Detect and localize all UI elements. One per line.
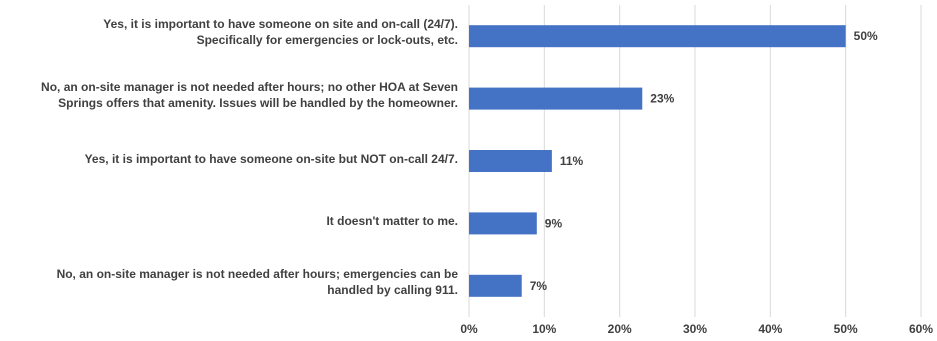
x-tick-label: 40% [758,322,782,336]
category-label-line: It doesn't matter to me. [326,214,458,229]
category-label-line: Yes, it is important to have someone on-… [84,152,458,166]
category-label: No, an on-site manager is not needed aft… [0,266,458,298]
bar [469,25,846,48]
category-label-line: Springs offers that amenity. Issues will… [58,95,458,110]
category-label: It doesn't matter to me. [0,213,458,229]
bar [469,274,522,297]
x-tick-label: 20% [608,322,632,336]
category-label-line: handled by calling 911. [327,282,458,297]
category-label: Yes, it is important to have someone on … [0,16,458,48]
data-label: 23% [650,92,674,106]
bar [469,150,552,172]
category-label-line: Yes, it is important to have someone on … [103,17,458,32]
data-label: 9% [545,216,563,230]
category-label-line: No, an on-site manager is not needed aft… [56,266,458,281]
bar [469,212,537,235]
data-label: 50% [854,29,878,43]
x-tick-label: 30% [683,322,707,336]
data-label: 11% [560,154,584,168]
category-label-line: Specifically for emergencies or lock-out… [196,33,458,48]
category-label: Yes, it is important to have someone on-… [0,151,458,167]
bar [469,87,643,110]
category-label-line: No, an on-site manager is not needed aft… [41,79,458,94]
x-tick-label: 50% [834,322,858,336]
x-tick-label: 0% [460,322,478,336]
x-tick-label: 60% [909,322,933,336]
data-label: 7% [530,279,548,293]
x-tick-label: 10% [532,322,556,336]
category-label: No, an on-site manager is not needed aft… [0,79,458,111]
